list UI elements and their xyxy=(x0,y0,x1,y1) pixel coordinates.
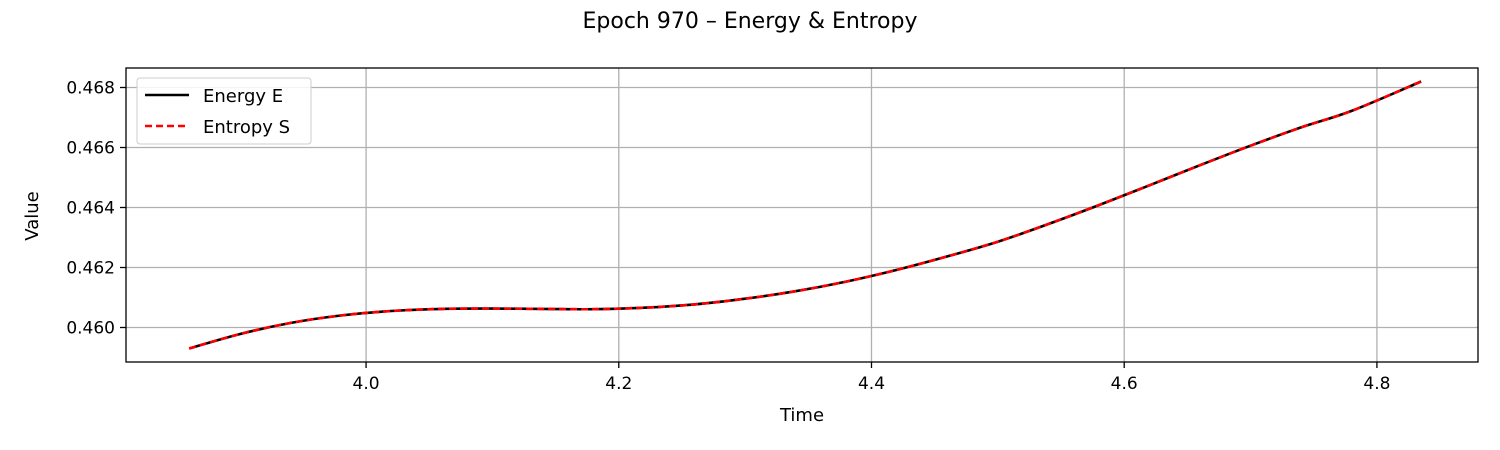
y-tick-label: 0.468 xyxy=(66,79,115,99)
x-tick-label: 4.2 xyxy=(605,374,632,394)
y-axis-ticks: 0.460 0.462 0.464 0.466 0.468 xyxy=(66,79,126,339)
plot-series xyxy=(188,80,1422,350)
y-tick-label: 0.466 xyxy=(66,139,115,159)
grid-lines xyxy=(126,68,1478,362)
series-line-entropy xyxy=(188,80,1422,350)
legend-label-energy: Energy E xyxy=(203,86,283,107)
x-axis-label: Time xyxy=(779,405,824,426)
x-tick-label: 4.6 xyxy=(1111,374,1138,394)
y-axis-label: Value xyxy=(22,191,43,240)
legend-label-entropy: Entropy S xyxy=(203,117,290,138)
chart-title: Epoch 970 – Energy & Entropy xyxy=(583,9,918,34)
x-axis-ticks: 4.0 4.2 4.4 4.6 4.8 xyxy=(353,362,1390,394)
legend: Energy E Entropy S xyxy=(136,77,312,145)
x-tick-label: 4.8 xyxy=(1363,374,1390,394)
y-tick-label: 0.464 xyxy=(66,199,115,219)
y-tick-label: 0.462 xyxy=(66,259,115,279)
plot-frame xyxy=(125,67,1479,363)
y-tick-label: 0.460 xyxy=(66,319,115,339)
x-tick-label: 4.4 xyxy=(858,374,885,394)
x-tick-label: 4.0 xyxy=(353,374,380,394)
